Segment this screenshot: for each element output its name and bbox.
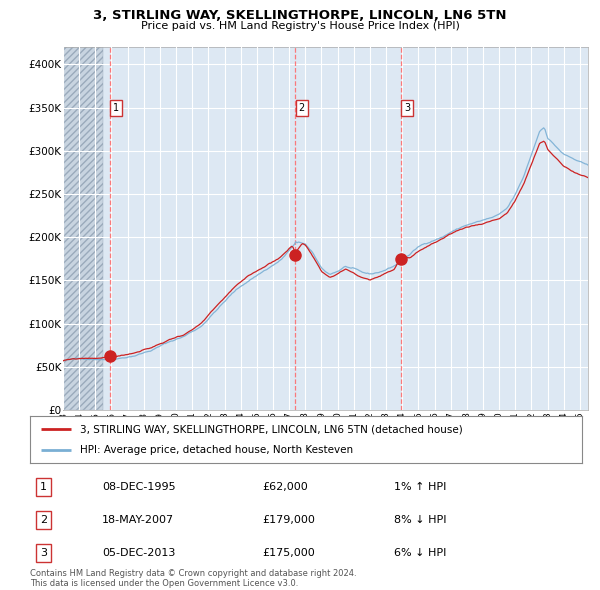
Text: 2: 2 [299,103,305,113]
Text: HPI: Average price, detached house, North Kesteven: HPI: Average price, detached house, Nort… [80,445,353,455]
Text: 3: 3 [404,103,410,113]
Text: 2: 2 [40,515,47,525]
Text: 8% ↓ HPI: 8% ↓ HPI [394,515,447,525]
Text: 3, STIRLING WAY, SKELLINGTHORPE, LINCOLN, LN6 5TN: 3, STIRLING WAY, SKELLINGTHORPE, LINCOLN… [93,9,507,22]
Text: 1: 1 [40,482,47,491]
Text: 1: 1 [113,103,119,113]
Text: Contains HM Land Registry data © Crown copyright and database right 2024.
This d: Contains HM Land Registry data © Crown c… [30,569,356,588]
Text: 3: 3 [40,548,47,558]
Text: 6% ↓ HPI: 6% ↓ HPI [394,548,446,558]
Text: 05-DEC-2013: 05-DEC-2013 [102,548,175,558]
Text: £179,000: £179,000 [262,515,315,525]
Text: Price paid vs. HM Land Registry's House Price Index (HPI): Price paid vs. HM Land Registry's House … [140,21,460,31]
Text: £62,000: £62,000 [262,482,308,491]
Text: £175,000: £175,000 [262,548,314,558]
Text: 18-MAY-2007: 18-MAY-2007 [102,515,174,525]
Text: 1% ↑ HPI: 1% ↑ HPI [394,482,446,491]
Text: 08-DEC-1995: 08-DEC-1995 [102,482,175,491]
Text: 3, STIRLING WAY, SKELLINGTHORPE, LINCOLN, LN6 5TN (detached house): 3, STIRLING WAY, SKELLINGTHORPE, LINCOLN… [80,424,463,434]
